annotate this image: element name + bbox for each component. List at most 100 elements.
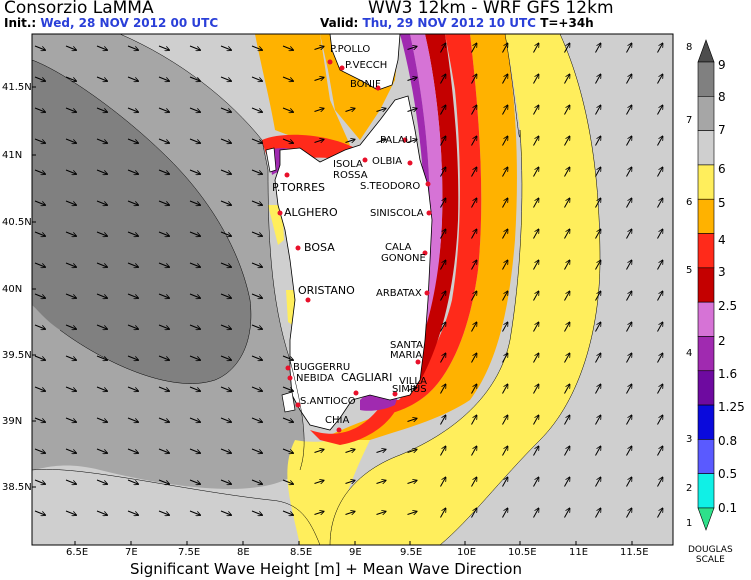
place-label: CALA	[385, 242, 412, 253]
axis-ticks	[32, 86, 633, 545]
sea-red-south	[310, 400, 400, 445]
colorbar-label: 8	[718, 90, 726, 104]
wave-arrow	[65, 45, 76, 50]
place-label: BONIF	[350, 79, 381, 90]
wave-arrow	[34, 417, 45, 422]
wave-arrow	[96, 169, 107, 174]
wave-arrow	[345, 140, 355, 143]
wave-arrow	[376, 109, 386, 112]
colorbar-segment	[697, 198, 715, 234]
wave-arrow	[657, 354, 663, 363]
wave-arrow	[65, 448, 76, 453]
colorbar-label: 9	[718, 58, 726, 72]
wave-arrow	[189, 45, 200, 50]
wave-arrow	[282, 417, 293, 422]
wave-arrow	[158, 169, 169, 174]
wave-arrow	[407, 450, 417, 453]
douglas-label: 7	[686, 115, 693, 126]
wave-direction-arrows	[34, 44, 663, 518]
wave-arrow	[65, 231, 76, 236]
colorbar-label: 0.1	[718, 501, 738, 515]
wave-arrow	[471, 199, 477, 208]
wave-arrow	[158, 76, 169, 81]
wave-arrow	[564, 354, 570, 363]
wave-arrow	[34, 293, 45, 298]
wave-arrow	[595, 323, 601, 332]
wave-arrow	[158, 107, 169, 112]
colorbar-segment	[697, 473, 715, 509]
wave-arrow	[564, 230, 570, 239]
place-label: ALGHERO	[284, 206, 338, 219]
wave-arrow	[282, 107, 293, 112]
place-label: ROSSA	[333, 170, 368, 181]
wave-arrow	[471, 230, 477, 239]
wave-arrow	[127, 355, 138, 360]
wave-arrow	[220, 510, 231, 515]
wave-arrow	[626, 230, 632, 239]
sea-orange-east	[320, 34, 517, 440]
san-pietro-island	[281, 391, 296, 413]
wave-arrow	[189, 138, 200, 143]
place-label: VILLA	[399, 376, 428, 387]
place-label: BOSA	[304, 241, 335, 254]
wave-arrow	[407, 512, 417, 515]
wave-arrow	[407, 388, 417, 391]
wave-arrow	[502, 509, 508, 518]
colorbar-label: 2.5	[718, 299, 738, 313]
wave-arrow	[65, 479, 76, 484]
wave-arrow	[440, 106, 446, 115]
lon-label: 7E	[125, 547, 138, 558]
wave-arrow	[533, 323, 539, 332]
wave-arrow	[471, 416, 477, 425]
place-label: GONONE	[381, 253, 426, 264]
wave-arrow	[34, 262, 45, 267]
wave-arrow	[34, 138, 45, 143]
wave-arrow	[564, 168, 570, 177]
wave-arrow	[502, 385, 508, 394]
wave-arrow	[657, 261, 663, 270]
wave-arrow	[626, 44, 632, 53]
wave-arrow	[251, 169, 262, 174]
colorbar-label: 1.25	[718, 400, 745, 414]
lat-label: 41N	[2, 150, 23, 161]
wave-arrow	[65, 107, 76, 112]
wave-arrow	[564, 44, 570, 53]
douglas-scale-title: DOUGLAS SCALE	[688, 545, 733, 565]
wave-arrow	[65, 200, 76, 205]
wave-arrow	[407, 78, 417, 81]
wave-arrow	[502, 447, 508, 456]
wave-arrow	[440, 354, 446, 363]
wave-arrow	[96, 293, 107, 298]
wave-arrow	[345, 481, 355, 484]
wave-arrow	[282, 45, 293, 50]
wave-arrow	[595, 354, 601, 363]
wave-arrow	[564, 416, 570, 425]
wave-arrow	[595, 75, 601, 84]
valid-time: Valid: Thu, 29 NOV 2012 10 UTC T=+34h	[320, 16, 594, 30]
wave-arrow	[34, 45, 45, 50]
wave-arrow	[345, 450, 355, 453]
wave-arrow	[65, 138, 76, 143]
place-label: CHIA	[325, 415, 350, 426]
place-label: BUGGERRU	[293, 362, 351, 373]
wave-arrow	[407, 109, 417, 112]
wave-arrow	[471, 106, 477, 115]
wave-arrow	[34, 479, 45, 484]
douglas-label: 5	[686, 265, 693, 276]
lon-label: 8E	[237, 547, 250, 558]
colorbar-segment	[697, 267, 715, 303]
wave-arrow	[189, 386, 200, 391]
wave-arrow	[158, 200, 169, 205]
wave-arrow	[251, 231, 262, 236]
wave-arrow	[533, 447, 539, 456]
place-label: SANTA	[390, 340, 424, 351]
wave-arrow	[533, 509, 539, 518]
wave-arrow	[251, 479, 262, 484]
wave-arrow	[440, 323, 446, 332]
wave-arrow	[626, 323, 632, 332]
colorbar-segment	[697, 301, 715, 337]
place-label: S.ANTIOCO	[300, 396, 356, 407]
wave-arrow	[533, 168, 539, 177]
wave-arrow	[533, 199, 539, 208]
wave-arrow	[626, 478, 632, 487]
